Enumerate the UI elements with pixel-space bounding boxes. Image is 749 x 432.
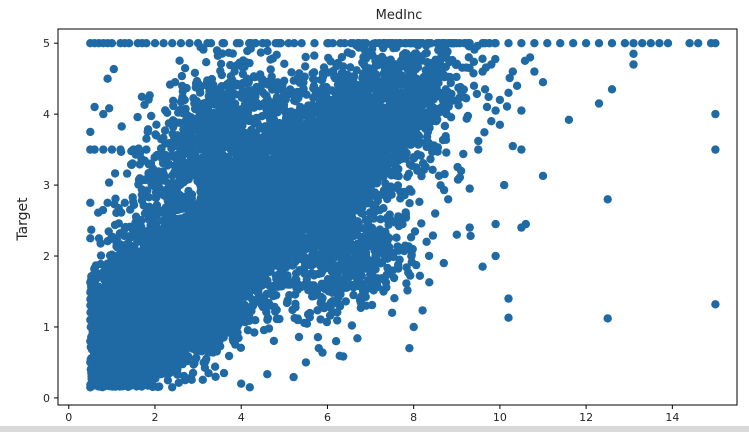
data-point — [428, 165, 437, 174]
scatter-points — [86, 39, 720, 392]
data-point — [459, 149, 468, 159]
